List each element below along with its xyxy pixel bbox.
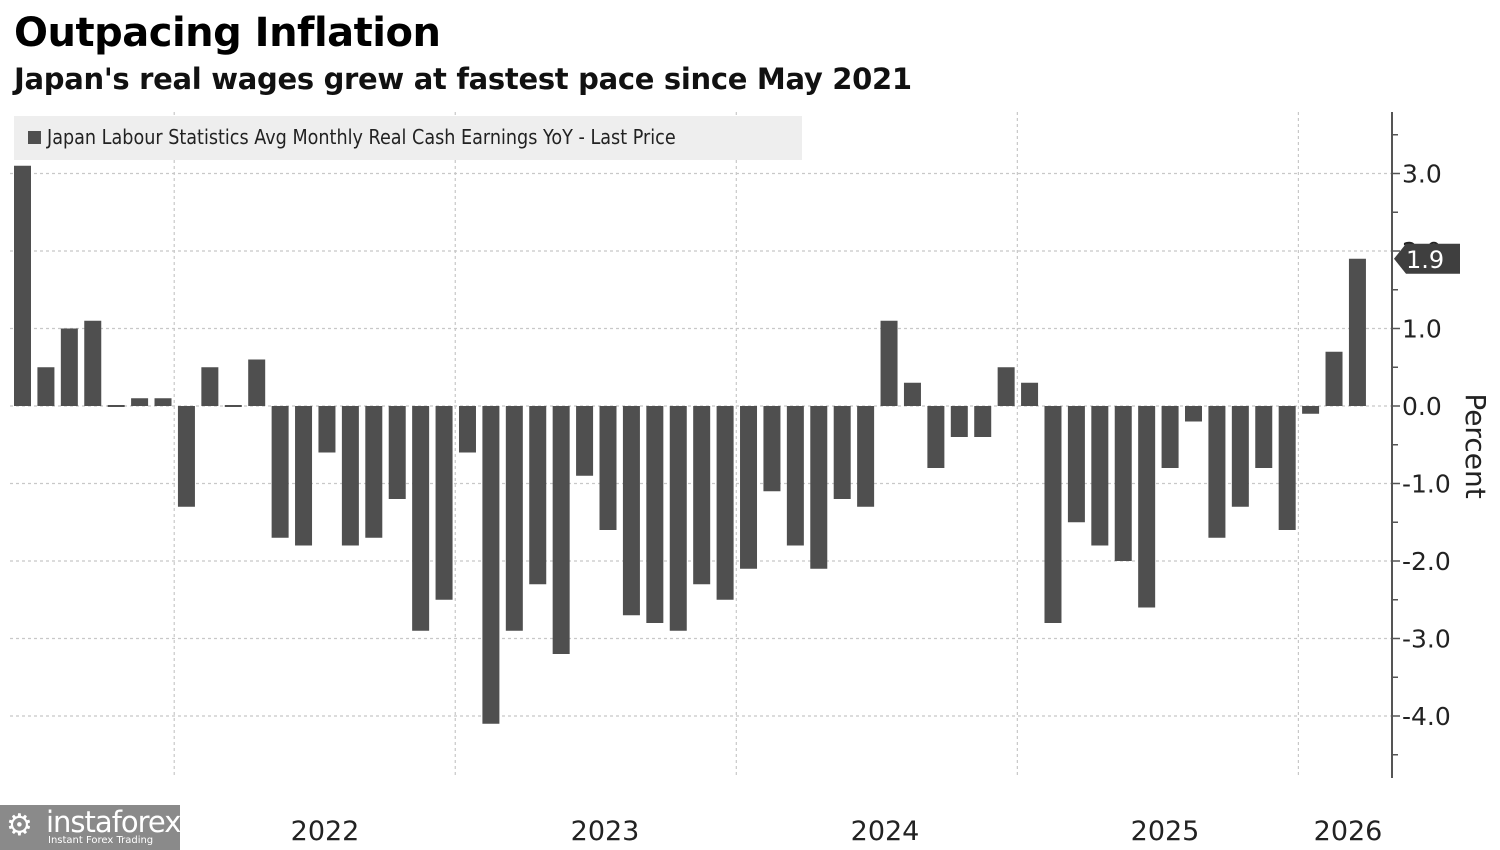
bar <box>482 406 500 724</box>
bar <box>458 406 476 453</box>
bar <box>1231 406 1249 507</box>
bar <box>37 367 55 406</box>
last-value-label: 1.9 <box>1406 246 1444 274</box>
bar <box>131 398 149 406</box>
bar <box>646 406 664 623</box>
bar <box>786 406 804 546</box>
bar <box>974 406 992 437</box>
bar <box>177 406 195 507</box>
bar <box>880 320 898 406</box>
bar <box>552 406 570 654</box>
y-tick-label: 1.0 <box>1402 315 1442 344</box>
bar <box>295 406 313 546</box>
bar <box>1021 382 1039 406</box>
chart-title: Outpacing Inflation <box>14 10 441 56</box>
bar <box>1138 406 1156 608</box>
bar <box>1114 406 1132 561</box>
y-tick-label: 3.0 <box>1402 160 1442 189</box>
bar <box>1067 406 1085 523</box>
bar <box>1208 406 1226 538</box>
last-value-badge <box>1394 243 1460 274</box>
bar <box>1278 406 1296 530</box>
bar <box>1044 406 1062 623</box>
bar <box>1302 406 1320 414</box>
bar <box>271 406 289 538</box>
bar <box>1255 406 1273 468</box>
bar <box>60 328 78 406</box>
x-tick-label: 2024 <box>851 816 920 847</box>
bar <box>599 406 617 530</box>
bar <box>365 406 383 538</box>
bar <box>505 406 523 631</box>
y-tick-label: -1.0 <box>1402 470 1451 499</box>
bar <box>833 406 851 499</box>
x-tick-label: 2026 <box>1314 816 1383 847</box>
y-tick-label: -3.0 <box>1402 625 1451 654</box>
bar <box>388 406 406 499</box>
bar <box>224 405 242 407</box>
bar <box>810 406 828 569</box>
y-tick-label: -4.0 <box>1402 702 1451 731</box>
bar <box>693 406 711 585</box>
y-axis-title: Percent <box>1459 393 1492 498</box>
chart-subtitle: Japan's real wages grew at fastest pace … <box>14 62 912 96</box>
bar <box>201 367 219 406</box>
bar <box>1185 406 1202 422</box>
bar <box>529 406 547 585</box>
bar <box>716 406 734 600</box>
gear-person-icon: ⚙ <box>6 808 33 843</box>
legend: Japan Labour Statistics Avg Monthly Real… <box>14 116 802 160</box>
x-tick-label: 2023 <box>571 816 640 847</box>
bar <box>248 359 266 406</box>
bar <box>341 406 359 546</box>
bar <box>107 405 125 407</box>
bar <box>997 367 1015 406</box>
bar <box>318 406 336 453</box>
bar <box>763 406 781 492</box>
bar <box>1325 351 1343 406</box>
bar <box>84 320 102 406</box>
watermark-tagline: Instant Forex Trading <box>48 835 154 846</box>
bar <box>903 382 921 406</box>
bar <box>669 406 687 631</box>
bar <box>622 406 640 616</box>
bar <box>1348 258 1366 406</box>
y-tick-label: 0.0 <box>1402 392 1442 421</box>
bar <box>857 406 875 507</box>
legend-swatch <box>28 131 41 144</box>
bar <box>1091 406 1109 546</box>
watermark-logo: ⚙ instaforex Instant Forex Trading <box>0 805 181 850</box>
bar <box>1161 406 1179 468</box>
bars <box>14 165 1366 724</box>
bar <box>154 398 172 406</box>
bar <box>435 406 453 600</box>
y-tick-label: -2.0 <box>1402 547 1451 576</box>
x-tick-label: 2022 <box>291 816 360 847</box>
x-tick-label: 2025 <box>1131 816 1200 847</box>
bar <box>14 165 31 406</box>
bar <box>740 406 758 569</box>
legend-label: Japan Labour Statistics Avg Monthly Real… <box>47 125 676 149</box>
bar <box>576 406 594 476</box>
watermark-name: instaforex <box>46 805 181 839</box>
x-axis-labels: 2022 2023 2024 2025 2026 <box>291 816 1383 847</box>
bar <box>412 406 430 631</box>
bar <box>950 406 968 437</box>
bar <box>927 406 945 468</box>
